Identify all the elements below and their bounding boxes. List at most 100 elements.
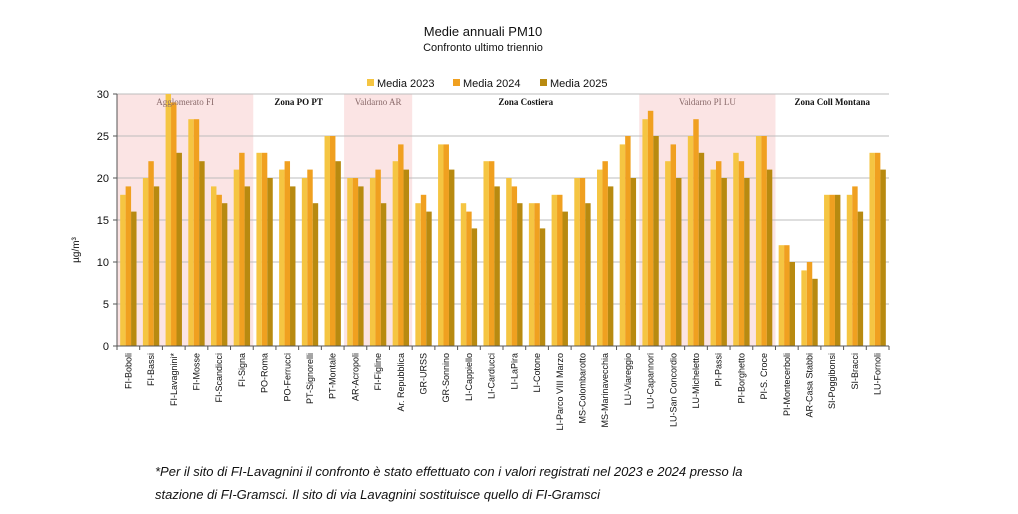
bar-9-2 xyxy=(335,161,341,346)
legend-swatch-2024 xyxy=(453,79,460,86)
x-category-label-5: FI-Signa xyxy=(237,353,247,387)
y-tick-label-30: 30 xyxy=(97,89,109,101)
bar-2-1 xyxy=(171,102,177,347)
zone-label-5: Zona Coll Montana xyxy=(794,97,870,107)
bar-11-2 xyxy=(380,203,387,346)
bar-33-0 xyxy=(869,152,875,346)
x-category-label-3: FI-Mosse xyxy=(191,353,201,391)
x-category-label-28: PI-S. Croce xyxy=(759,353,769,400)
bar-27-2 xyxy=(744,178,750,346)
x-category-label-6: PO-Roma xyxy=(260,353,270,393)
bar-8-1 xyxy=(307,169,313,346)
legend: Media 2023 Media 2024 Media 2025 xyxy=(367,78,608,90)
zone-label-3: Zona Costiera xyxy=(498,97,553,107)
bar-25-0 xyxy=(687,136,694,346)
bar-25-2 xyxy=(698,152,705,346)
y-tick-label-5: 5 xyxy=(103,299,109,311)
zone-label-2: Valdarno AR xyxy=(355,97,402,107)
bar-3-0 xyxy=(188,119,194,346)
bar-5-1 xyxy=(239,152,245,346)
bar-28-2 xyxy=(766,169,773,346)
bar-0-2 xyxy=(131,211,137,346)
bar-20-2 xyxy=(585,203,591,346)
bar-33-2 xyxy=(880,169,886,346)
bar-1-1 xyxy=(148,161,154,346)
bar-31-1 xyxy=(829,194,835,346)
x-category-label-30: AR-Casa Stabbi xyxy=(805,353,815,418)
x-category-label-19: LI-Parco VIII Marzo xyxy=(555,353,565,431)
bar-1-0 xyxy=(142,178,149,346)
x-category-label-15: LI-Cappiello xyxy=(464,353,474,401)
bar-31-0 xyxy=(824,194,830,346)
bar-5-0 xyxy=(233,169,240,346)
bar-25-1 xyxy=(693,119,699,346)
bar-6-2 xyxy=(267,178,273,346)
x-category-label-12: Ar. Repubblica xyxy=(396,353,406,412)
y-axis-label: µg/m³ xyxy=(71,236,82,262)
bar-31-2 xyxy=(834,194,841,346)
bar-17-1 xyxy=(511,186,518,346)
bar-3-1 xyxy=(193,119,200,346)
x-category-label-0: FI-Boboli xyxy=(123,353,133,389)
bar-24-1 xyxy=(670,144,677,346)
legend-label-2025: Media 2025 xyxy=(550,78,608,90)
bar-13-2 xyxy=(426,211,432,346)
x-category-label-1: FI-Bassi xyxy=(146,353,156,386)
bar-23-1 xyxy=(647,110,654,346)
bar-32-0 xyxy=(846,194,853,346)
bar-10-2 xyxy=(358,186,364,346)
x-category-label-20: MS-Colombarotto xyxy=(577,353,587,424)
x-category-label-21: MS-Marinavecchia xyxy=(600,353,610,428)
x-category-label-9: PT-Montale xyxy=(328,353,338,399)
bar-16-1 xyxy=(488,161,495,346)
footnote: *Per il sito di FI-Lavagnini il confront… xyxy=(155,460,855,506)
x-category-label-26: PI-Passi xyxy=(714,353,724,387)
bar-16-2 xyxy=(494,186,500,346)
bar-27-1 xyxy=(738,161,745,346)
legend-label-2024: Media 2024 xyxy=(463,78,521,90)
bar-11-0 xyxy=(369,178,376,346)
bar-32-2 xyxy=(857,211,864,346)
bar-2-2 xyxy=(176,152,182,346)
bar-9-1 xyxy=(329,136,336,346)
x-category-label-7: PO-Ferrucci xyxy=(282,353,292,402)
pm10-chart: Medie annuali PM10 Confronto ultimo trie… xyxy=(71,24,890,431)
bar-7-2 xyxy=(290,186,296,346)
bar-29-0 xyxy=(778,245,785,346)
bar-12-0 xyxy=(392,161,399,346)
footnote-line-1: *Per il sito di FI-Lavagnini il confront… xyxy=(155,464,743,479)
bar-13-1 xyxy=(420,194,427,346)
bar-18-1 xyxy=(534,203,540,346)
bar-6-0 xyxy=(256,152,262,346)
bar-30-2 xyxy=(812,278,818,346)
bar-19-1 xyxy=(557,194,563,346)
bar-20-1 xyxy=(579,178,586,346)
bar-4-1 xyxy=(216,194,222,346)
x-category-label-32: SI-Bracci xyxy=(850,353,860,390)
y-tick-label-0: 0 xyxy=(103,341,109,353)
bar-0-0 xyxy=(120,194,126,346)
bar-0-1 xyxy=(125,186,132,346)
bar-14-1 xyxy=(443,144,449,346)
y-tick-label-10: 10 xyxy=(97,257,109,269)
x-category-label-33: LU-Fornoli xyxy=(873,353,883,395)
x-category-label-24: LU-San Concordio xyxy=(668,353,678,427)
bar-30-1 xyxy=(806,262,813,346)
chart-subtitle: Confronto ultimo triennio xyxy=(423,42,543,54)
x-category-label-27: PI-Borghetto xyxy=(736,353,746,404)
bar-20-0 xyxy=(574,178,580,346)
legend-swatch-2025 xyxy=(540,79,547,86)
chart-title: Medie annuali PM10 xyxy=(424,24,543,39)
bar-16-0 xyxy=(483,161,489,346)
bar-15-2 xyxy=(471,228,478,346)
x-category-label-31: SI-Poggibonsi xyxy=(827,353,837,409)
legend-swatch-2023 xyxy=(367,79,374,86)
bar-14-2 xyxy=(448,169,455,346)
x-category-label-8: PT-Signorelli xyxy=(305,353,315,404)
bar-14-0 xyxy=(438,144,444,346)
bar-12-2 xyxy=(403,169,409,346)
bar-21-0 xyxy=(597,169,603,346)
bar-29-1 xyxy=(784,245,790,346)
footnote-line-2: stazione di FI-Gramsci. Il sito di via L… xyxy=(155,487,601,502)
bar-4-2 xyxy=(221,203,228,346)
